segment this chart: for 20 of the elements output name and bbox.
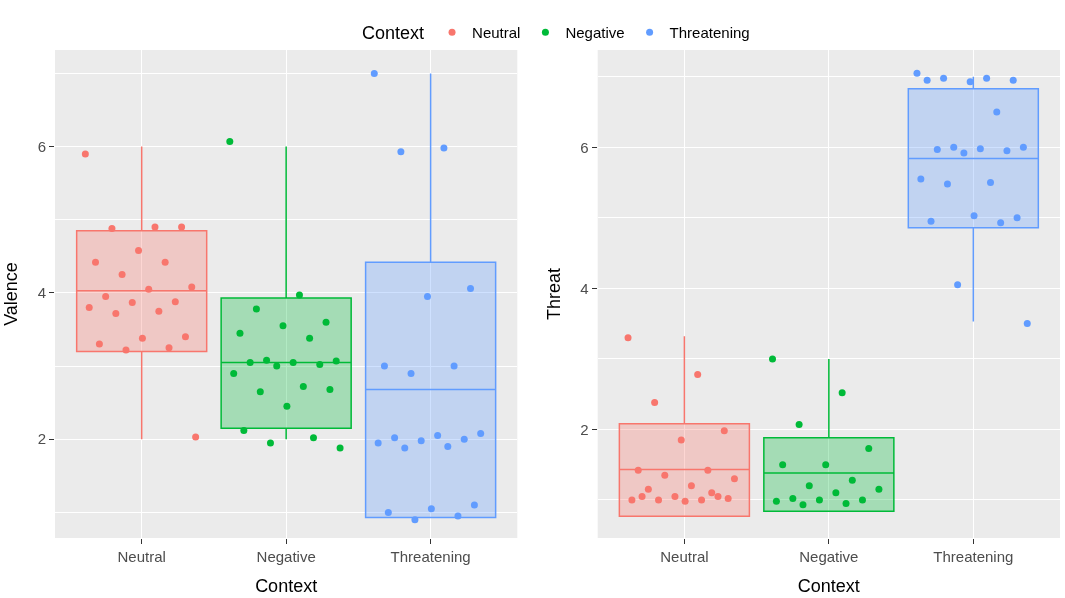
y-tick-label: 2 [37,430,46,448]
legend-label: Negative [565,24,625,42]
legend-title: Context [255,576,318,597]
y-tick-label: 6 [37,137,46,155]
y-tick-label: 4 [37,284,46,302]
x-axis-title: Context [797,576,860,597]
x-tick-label: Negative [799,548,859,565]
y-axis-title: Valence [0,262,21,326]
x-tick-label: Neutral [660,548,709,565]
y-tick-label: 4 [580,279,589,297]
legend-label: Threatening [669,24,750,42]
x-tick-label: Threatening [933,548,1014,565]
y-tick-label: 2 [580,420,589,438]
y-tick-label: 6 [580,138,589,156]
x-tick-label: Neutral [117,548,166,565]
y-axis-title: Threat [543,267,564,321]
x-tick-label: Negative [256,548,316,565]
x-tick-label: Threatening [390,548,471,565]
x-axis-title: Context [362,23,425,44]
legend-label: Neutral [472,24,521,42]
